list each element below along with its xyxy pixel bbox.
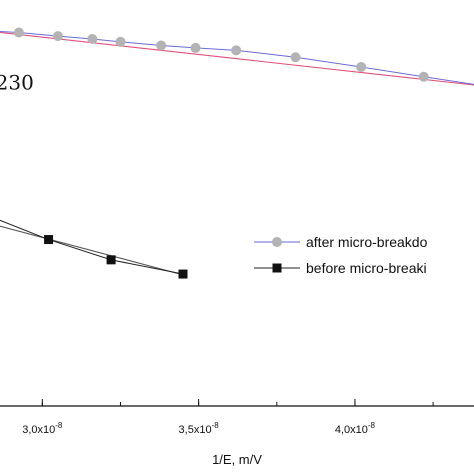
legend-marker-1 [272, 237, 282, 247]
series-1-point [356, 61, 367, 72]
series-2-point [178, 269, 188, 279]
series-2-point [44, 235, 54, 245]
fit-line-2 [0, 225, 184, 276]
x-tick-label-3: 3,5x10-8 [179, 421, 220, 436]
beta-annotation-1: β~230 [0, 70, 34, 94]
x-axis-title: 1/E, m/V [212, 452, 262, 467]
series-1-point [190, 42, 201, 53]
series-1-point [231, 45, 242, 56]
series-1-point [52, 31, 63, 42]
series-1-point [418, 71, 429, 82]
x-axis: 2,5x10-83,0x10-83,5x10-84,0x10-81/E, m/V [0, 399, 474, 467]
legend-marker-2 [272, 263, 282, 273]
series-1-point [290, 52, 301, 63]
series-1-point [115, 36, 126, 47]
data-series [0, 27, 474, 279]
series-2-line [0, 219, 184, 275]
fit-line-1 [0, 31, 474, 86]
series-1-point [87, 33, 98, 44]
annotations: β~230β~150 [0, 70, 34, 94]
series-1-line [0, 31, 474, 85]
series-1-point [13, 27, 24, 38]
series-2-point [106, 255, 116, 265]
legend: after micro-breakdo before micro-breaki [254, 234, 428, 276]
x-tick-label-2: 3,0x10-8 [22, 421, 63, 436]
series-1-point [156, 40, 167, 51]
legend-label-2: before micro-breaki [306, 260, 427, 276]
x-tick-label-4: 4,0x10-8 [335, 421, 376, 436]
fit-lines [0, 31, 474, 276]
legend-label-1: after micro-breakdo [306, 234, 428, 250]
